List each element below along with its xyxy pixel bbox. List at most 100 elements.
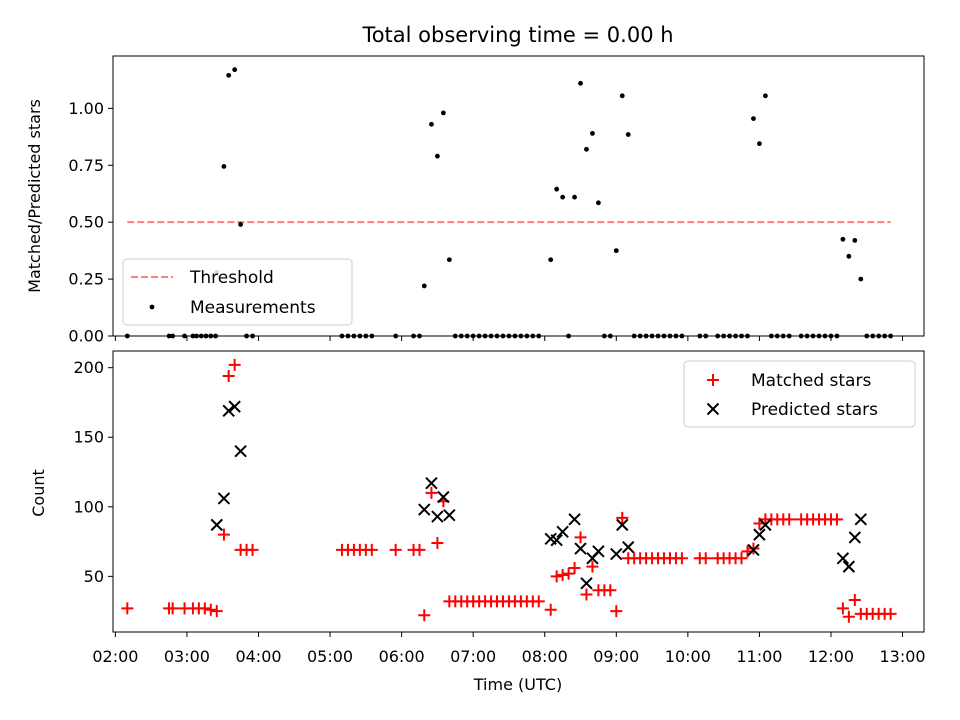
- predicted-star-point: [234, 444, 247, 458]
- measurement-point: [554, 186, 560, 192]
- measurement-point: [488, 333, 494, 339]
- predicted-star-point: [610, 547, 623, 561]
- measurement-point: [780, 333, 786, 339]
- predicted-star-point: [753, 528, 766, 541]
- measurement-point: [208, 333, 214, 339]
- measurement-point: [667, 333, 673, 339]
- measurement-point: [530, 333, 536, 339]
- matched-star-point: [562, 567, 575, 580]
- measurement-point: [619, 93, 625, 99]
- bottom-x-tick-label: 04:00: [235, 647, 281, 666]
- predicted-star-point: [431, 510, 444, 523]
- measurement-point: [440, 110, 446, 116]
- measurement-point: [828, 333, 834, 339]
- bottom-y-tick-label: 100: [73, 497, 104, 516]
- measurement-point: [727, 333, 732, 339]
- measurement-point: [194, 333, 199, 339]
- matched-star-point: [121, 602, 134, 615]
- measurement-point: [213, 333, 218, 339]
- measurement-point: [840, 236, 846, 242]
- bottom-x-tick-label: 10:00: [665, 647, 711, 666]
- bottom-y-tick-label: 50: [84, 567, 104, 586]
- measurements-legend-swatch: [149, 304, 155, 310]
- top-y-tick-label: 0.25: [68, 270, 104, 289]
- top-y-tick-label: 0.50: [68, 213, 104, 232]
- predicted-star-point: [747, 543, 760, 557]
- bottom-x-tick-label: 08:00: [522, 647, 568, 666]
- measurement-point: [590, 130, 595, 136]
- predicted-star-point: [842, 560, 856, 573]
- measurement-point: [804, 333, 810, 339]
- matched-star-point: [166, 602, 179, 615]
- measurement-point: [548, 257, 554, 263]
- predicted-star-point: [437, 490, 450, 504]
- bottom-x-tick-label: 11:00: [736, 647, 782, 666]
- measurement-point: [182, 333, 187, 339]
- matched-star-point: [532, 595, 545, 608]
- matched-star-point: [580, 588, 593, 601]
- bottom-x-tick-label: 09:00: [593, 647, 639, 666]
- measurement-point: [345, 333, 351, 339]
- predicted-star-point: [616, 518, 629, 532]
- bottom-y-tick-label: 200: [73, 358, 104, 377]
- measurement-point: [221, 164, 227, 169]
- measurement-point: [518, 333, 524, 339]
- measurements-legend-label: Measurements: [190, 298, 316, 318]
- measurement-point: [601, 333, 607, 339]
- measurement-point: [876, 333, 882, 339]
- predicted-star-point: [836, 552, 850, 565]
- measurement-point: [625, 132, 631, 137]
- measurement-point: [482, 333, 488, 339]
- matched-star-point: [204, 603, 217, 616]
- measurement-point: [560, 194, 566, 200]
- measurement-point: [631, 333, 637, 339]
- measurement-point: [846, 253, 852, 259]
- measurement-point: [607, 333, 613, 339]
- measurement-point: [506, 333, 512, 339]
- matched-star-point: [544, 603, 557, 616]
- top-y-tick-label: 1.00: [68, 99, 104, 118]
- measurement-point: [762, 93, 768, 99]
- measurement-point: [203, 333, 209, 339]
- predicted-star-point: [418, 503, 431, 516]
- measurement-point: [739, 333, 744, 339]
- matched-star-point: [210, 605, 223, 618]
- measurement-point: [768, 333, 774, 339]
- predicted-star-point: [592, 545, 605, 558]
- predicted-star-point: [574, 542, 587, 555]
- measurement-point: [673, 333, 679, 339]
- bottom-x-tick-label: 13:00: [879, 647, 925, 666]
- matched-star-point: [836, 602, 849, 615]
- matched-star-point: [246, 543, 259, 556]
- measurement-point: [411, 333, 416, 339]
- top-y-tick-label: 0.00: [68, 327, 104, 346]
- top-legend-frame: [122, 258, 353, 326]
- bottom-axes-frame: [112, 350, 925, 633]
- matched-star-point: [198, 602, 211, 615]
- predicted-star-point: [550, 533, 563, 547]
- measurement-point: [655, 333, 661, 339]
- x-axis-label: Time (UTC): [473, 675, 562, 694]
- measurement-point: [822, 333, 828, 339]
- predicted-star-point: [580, 577, 593, 590]
- measurement-point: [852, 237, 858, 243]
- matched-star-point: [418, 609, 431, 622]
- measurement-point: [864, 333, 870, 339]
- measurement-point: [250, 333, 255, 339]
- measurement-point: [679, 333, 685, 339]
- bottom-plot-area: 50 100 150 200 02:00 03:00 04:00 05:00 06:00 07:0…: [73, 350, 926, 666]
- matched-star-point: [783, 513, 796, 526]
- measurement-point: [745, 333, 750, 339]
- bottom-x-tick-label: 03:00: [164, 647, 210, 666]
- measurement-point: [494, 333, 500, 339]
- measurement-point: [613, 248, 619, 254]
- measurement-point: [810, 333, 816, 339]
- measurement-point: [339, 333, 345, 339]
- bottom-x-tick-label: 12:00: [808, 647, 854, 666]
- measurement-point: [393, 333, 399, 339]
- predicted-star-point: [222, 404, 235, 418]
- top-y-tick-label: 0.75: [68, 156, 104, 175]
- measurement-point: [190, 333, 196, 339]
- measurement-point: [834, 333, 840, 339]
